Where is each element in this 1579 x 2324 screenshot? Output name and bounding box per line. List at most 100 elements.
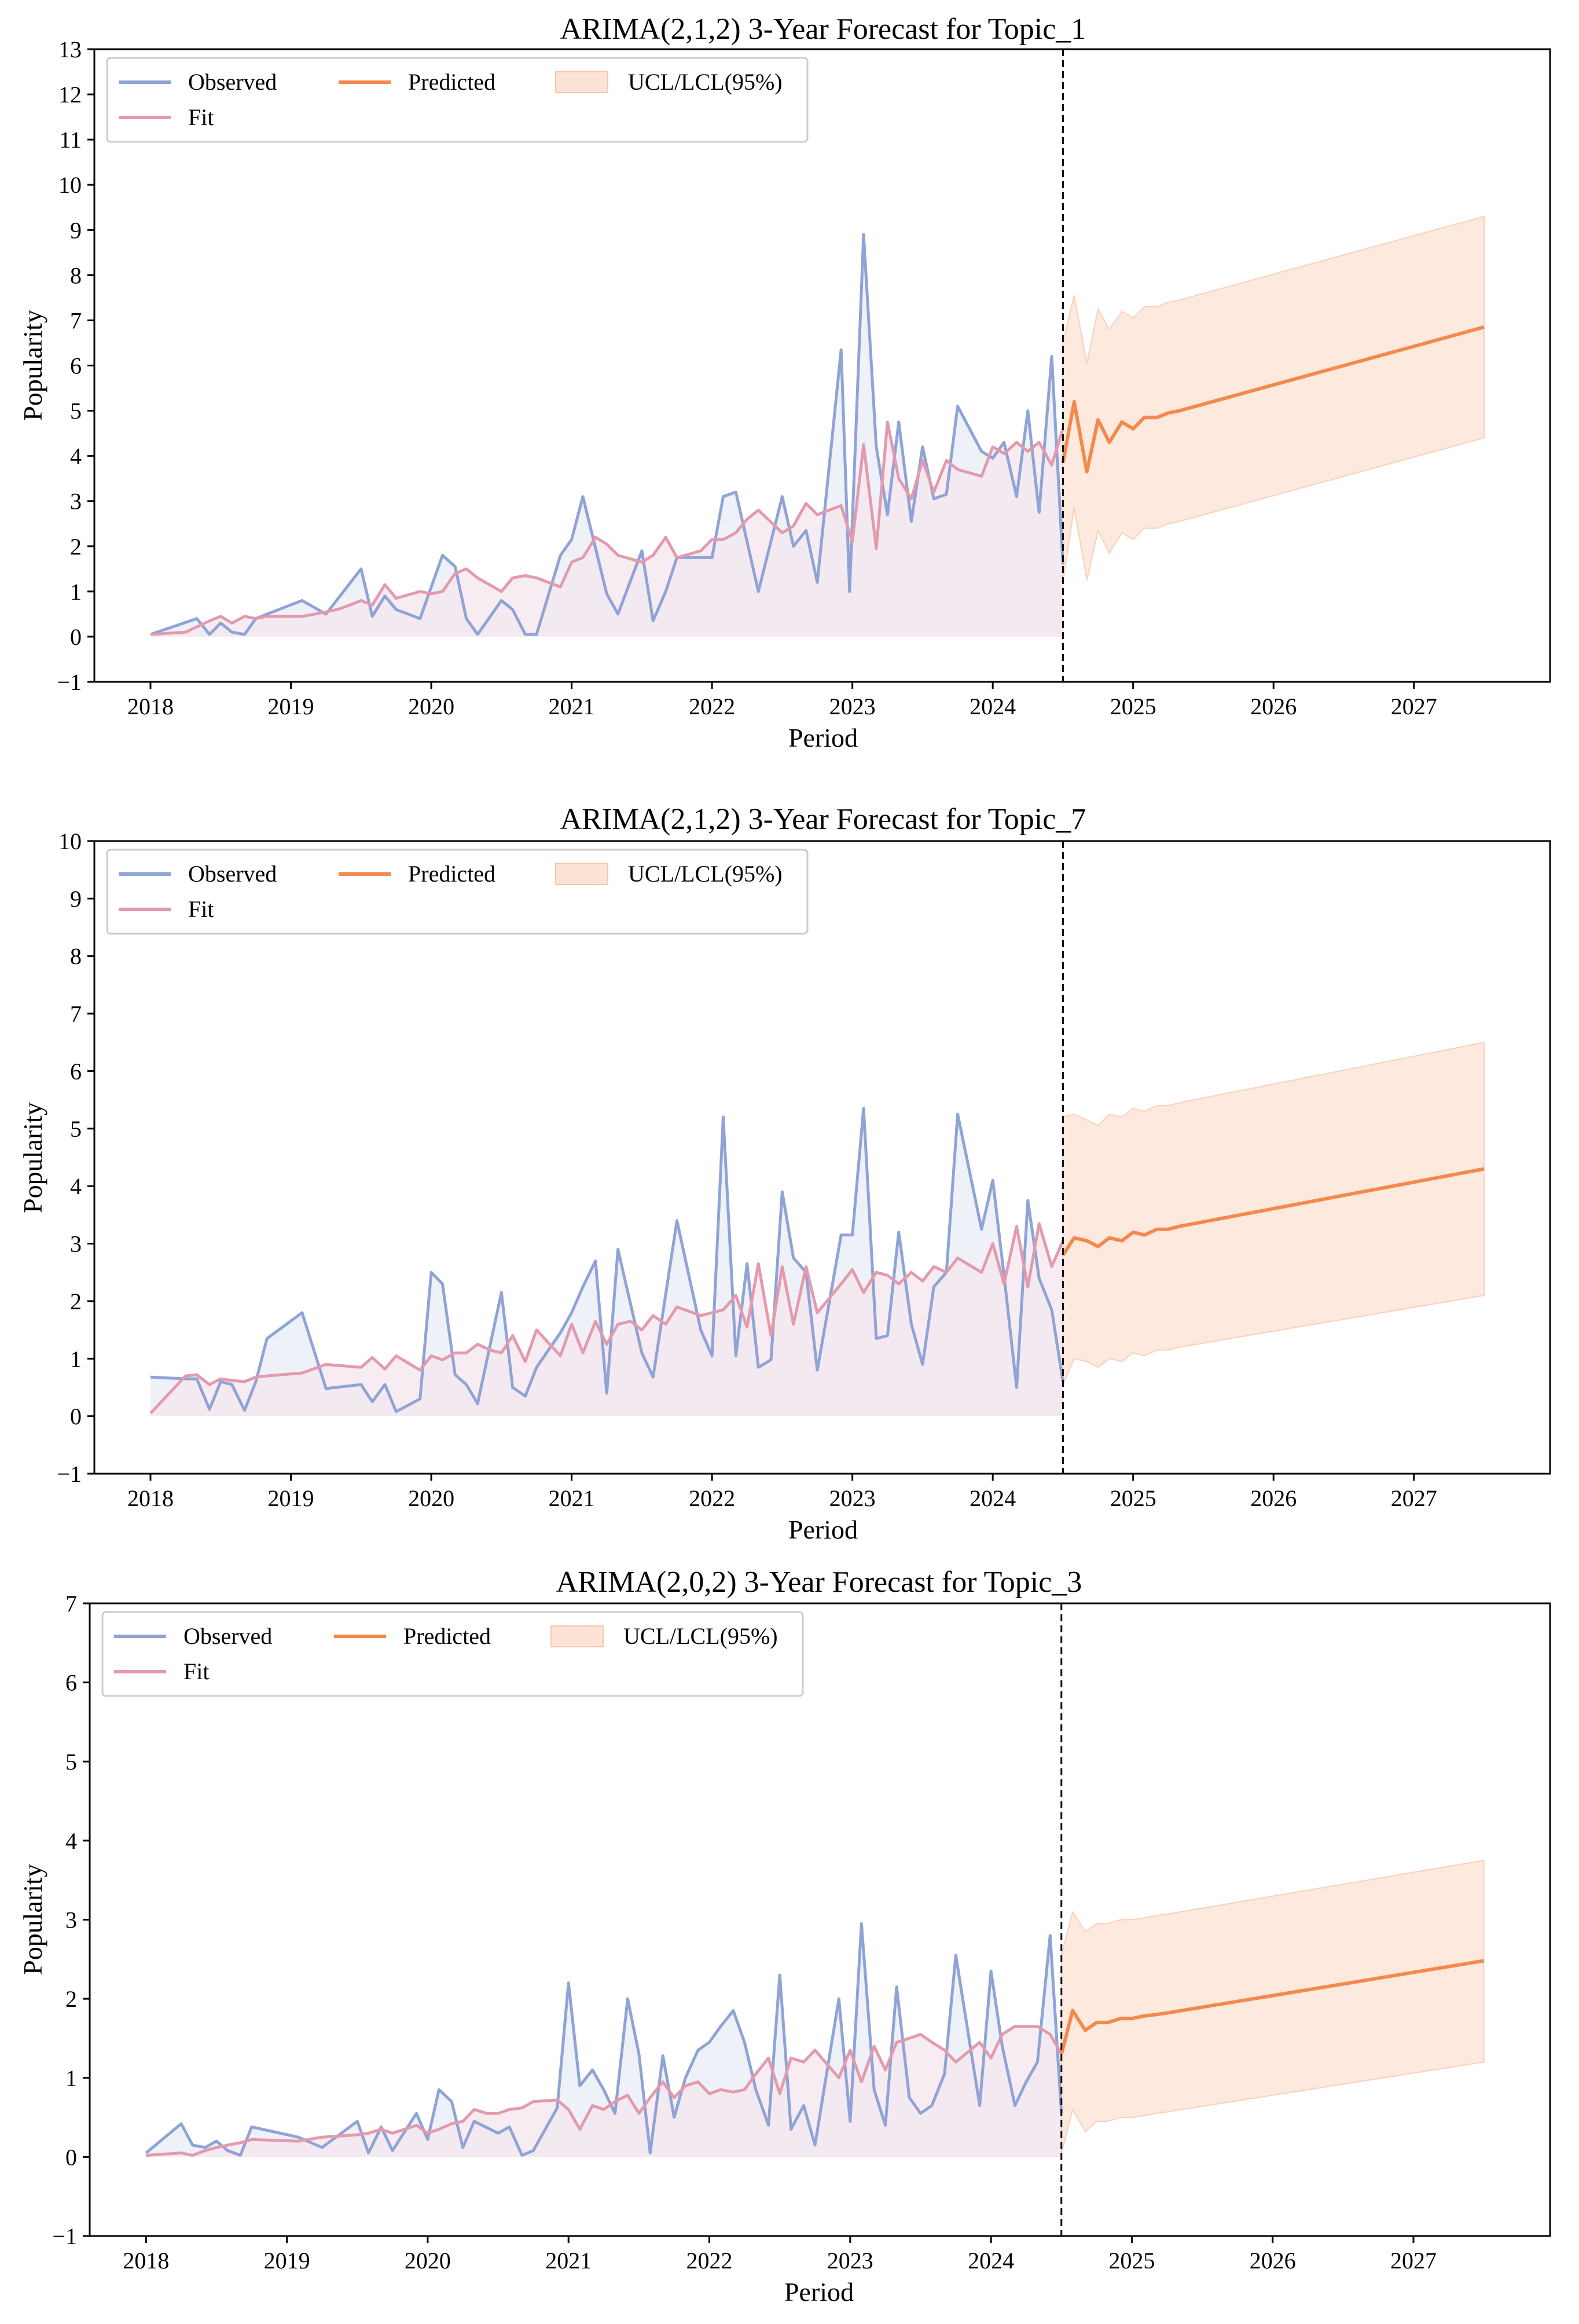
y-tick-label: 4 <box>70 1173 82 1199</box>
x-tick-label: 2026 <box>1250 693 1297 719</box>
legend-band-label: UCL/LCL(95%) <box>628 69 783 95</box>
legend-band-label: UCL/LCL(95%) <box>623 1623 778 1649</box>
y-tick-label: 3 <box>65 1907 77 1933</box>
fit-area <box>150 1223 1063 1416</box>
legend-fit-label: Fit <box>188 104 214 130</box>
x-tick-label: 2024 <box>970 1485 1016 1511</box>
confidence-band <box>1062 1041 1485 1385</box>
fit-area <box>146 2026 1062 2157</box>
y-tick-label: 8 <box>70 262 82 288</box>
y-tick-label: 1 <box>65 2065 77 2091</box>
observed-line <box>150 1107 1064 1414</box>
y-tick-label: −1 <box>57 1461 82 1487</box>
y-tick-label: 7 <box>70 307 82 333</box>
series-layer <box>145 1603 1485 2236</box>
y-tick-label: 7 <box>70 1001 82 1027</box>
observed-line <box>145 1922 1063 2157</box>
fit-area <box>150 422 1063 637</box>
x-tick-label: 2020 <box>405 2248 451 2274</box>
y-tick-label: 10 <box>58 172 82 198</box>
y-tick-label: 6 <box>65 1670 77 1696</box>
y-tick-labels: −1 0 1 2 3 4 5 6 7 8 9 10 <box>57 828 94 1487</box>
x-tick-label: 2019 <box>268 693 314 719</box>
x-tick-label: 2021 <box>545 2248 592 2274</box>
predicted-line <box>1061 325 1485 473</box>
x-tick-label: 2025 <box>1110 1485 1156 1511</box>
y-tick-label: 1 <box>70 579 82 605</box>
x-tick-label: 2026 <box>1250 2248 1296 2274</box>
y-tick-label: 12 <box>58 82 82 108</box>
y-tick-label: 6 <box>70 1058 82 1084</box>
fit-line <box>146 2025 1063 2157</box>
y-tick-label: 2 <box>65 1986 77 2012</box>
y-tick-label: 9 <box>70 886 82 912</box>
legend: Observed Predicted UCL/LCL(95%) Fit <box>101 1611 804 1697</box>
x-tick-label: 2021 <box>549 1485 595 1511</box>
x-tick-label: 2018 <box>127 1485 174 1511</box>
x-tick-label: 2019 <box>268 1485 314 1511</box>
x-axis-label: Period <box>784 2277 854 2307</box>
x-tick-label: 2022 <box>689 1485 735 1511</box>
legend-observed-label: Observed <box>183 1623 272 1649</box>
y-tick-label: 5 <box>65 1749 77 1775</box>
y-tick-label: 4 <box>65 1828 77 1854</box>
series-layer <box>149 841 1485 1474</box>
legend-frame <box>106 57 809 143</box>
y-tick-label: 5 <box>70 1116 82 1142</box>
y-axis-label: Popularity <box>18 310 47 421</box>
y-tick-label: 4 <box>70 443 82 469</box>
y-tick-label: 10 <box>58 828 82 854</box>
predicted-line <box>1059 1959 1485 2055</box>
legend-frame <box>101 1611 804 1697</box>
x-tick-labels: 2018 2019 2020 2021 2022 2023 2024 2025 2026 2027 <box>127 1474 1437 1511</box>
x-tick-label: 2026 <box>1250 1485 1297 1511</box>
y-tick-label: 0 <box>70 624 82 650</box>
x-axis-label: Period <box>788 1515 858 1544</box>
y-axis-label: Popularity <box>18 1864 47 1975</box>
legend-fit-label: Fit <box>183 1658 209 1684</box>
x-tick-labels: 2018 2019 2020 2021 2022 2023 2024 2025 2026 2027 <box>127 682 1437 719</box>
x-tick-label: 2018 <box>123 2248 169 2274</box>
y-tick-label: 2 <box>70 1288 82 1315</box>
x-tick-label: 2022 <box>686 2248 733 2274</box>
legend-predicted-label: Predicted <box>403 1623 491 1649</box>
y-tick-label: −1 <box>57 669 82 695</box>
legend-fit-label: Fit <box>188 896 214 922</box>
chart-topic-7: ARIMA(2,1,2) 3-Year Forecast for Topic_7… <box>18 803 1551 1544</box>
x-tick-label: 2025 <box>1108 2248 1155 2274</box>
x-tick-label: 2020 <box>408 1485 454 1511</box>
x-tick-label: 2027 <box>1391 1485 1437 1511</box>
x-tick-label: 2023 <box>829 1485 876 1511</box>
chart-topic-1: ARIMA(2,1,2) 3-Year Forecast for Topic_1… <box>18 13 1551 752</box>
y-tick-label: 5 <box>70 398 82 424</box>
x-tick-label: 2024 <box>968 2248 1014 2274</box>
legend-observed-label: Observed <box>188 861 277 887</box>
chart-title: ARIMA(2,0,2) 3-Year Forecast for Topic_3 <box>556 1566 1082 1599</box>
y-tick-label: 3 <box>70 489 82 515</box>
legend: Observed Predicted UCL/LCL(95%) Fit <box>106 57 809 143</box>
y-tick-label: 2 <box>70 534 82 560</box>
x-tick-label: 2018 <box>127 693 174 719</box>
x-tick-labels: 2018 2019 2020 2021 2022 2023 2024 2025 2026 2027 <box>123 2236 1437 2274</box>
y-tick-label: 7 <box>65 1591 77 1617</box>
predicted-line <box>1061 1167 1485 1257</box>
x-axis-label: Period <box>788 723 858 752</box>
y-tick-label: 1 <box>70 1346 82 1372</box>
x-tick-label: 2023 <box>827 2248 873 2274</box>
x-tick-label: 2025 <box>1110 693 1156 719</box>
chart-title: ARIMA(2,1,2) 3-Year Forecast for Topic_1 <box>560 13 1086 46</box>
y-axis-label: Popularity <box>18 1102 47 1213</box>
legend-band-swatch <box>555 71 608 93</box>
x-tick-label: 2027 <box>1390 2248 1437 2274</box>
fit-line <box>150 420 1064 636</box>
y-tick-labels: −1 0 1 2 3 4 5 6 7 <box>52 1591 90 2249</box>
y-tick-label: 0 <box>70 1404 82 1430</box>
legend-band-swatch <box>550 1625 604 1647</box>
plot-area-frame <box>93 840 1551 1475</box>
y-tick-label: −1 <box>52 2223 77 2249</box>
y-tick-label: 0 <box>65 2144 77 2170</box>
legend-observed-label: Observed <box>188 69 277 95</box>
legend-predicted-label: Predicted <box>408 69 495 95</box>
